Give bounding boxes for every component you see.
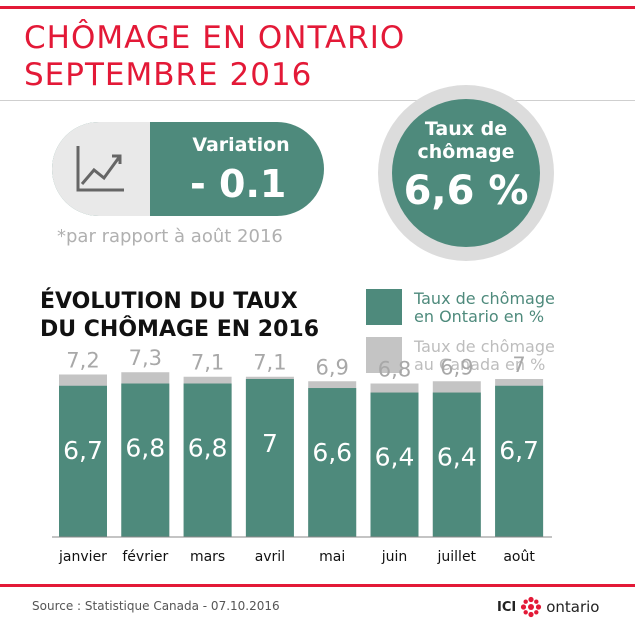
bar-ontario-7: [495, 385, 544, 537]
bar-ontario-2: [183, 383, 232, 537]
category-label-7: août: [503, 549, 535, 565]
legend-label-canada: Taux de chômage au Canada en %: [414, 338, 555, 374]
category-label-3: avril: [255, 549, 285, 565]
rate-label-line2: chômage: [417, 141, 515, 163]
label-canada-2: 7,1: [191, 351, 224, 375]
bottom-accent-line: [0, 584, 635, 587]
legend-label-ontario: Taux de chômage en Ontario en %: [414, 290, 555, 326]
ici-ontario-logo: ICI ontario: [497, 596, 600, 618]
chart-title-line1: ÉVOLUTION DU TAUX: [40, 289, 298, 314]
label-ontario-0: 6,7: [63, 436, 103, 465]
variation-label: Variation: [192, 134, 290, 156]
page-title-line2: SEPTEMBRE 2016: [24, 57, 313, 93]
label-ontario-5: 6,4: [375, 443, 415, 472]
variation-panel: Variation - 0.1 pt: [52, 122, 324, 216]
label-ontario-1: 6,8: [125, 434, 165, 463]
bar-ontario-6: [432, 392, 481, 537]
bar-ontario-5: [370, 392, 419, 537]
page-title-line1: CHÔMAGE EN ONTARIO: [24, 20, 406, 56]
legend-swatch-ontario: [366, 289, 402, 325]
chart-title-line2: DU CHÔMAGE EN 2016: [40, 317, 320, 342]
divider: [0, 100, 635, 101]
label-canada-6: 6,9: [440, 355, 473, 379]
label-canada-3: 7,1: [253, 351, 286, 375]
bar-ontario-1: [121, 383, 170, 537]
label-canada-4: 6,9: [315, 355, 348, 379]
legend-ontario-line1: Taux de chômage: [414, 289, 555, 308]
legend-ontario-line2: en Ontario en %: [414, 307, 545, 326]
label-canada-7: 7: [512, 353, 525, 377]
chart-title: ÉVOLUTION DU TAUX DU CHÔMAGE EN 2016: [40, 288, 319, 344]
label-ontario-2: 6,8: [188, 434, 228, 463]
legend-canada-line2: au Canada en %: [414, 355, 546, 374]
label-ontario-7: 6,7: [499, 436, 539, 465]
category-label-4: mai: [319, 549, 345, 565]
variation-footnote: *par rapport à août 2016: [57, 226, 283, 247]
top-accent-line: [0, 6, 635, 9]
line-chart-icon: [76, 146, 124, 192]
label-canada-5: 6,8: [378, 358, 411, 382]
label-ontario-6: 6,4: [437, 443, 477, 472]
source-text: Source : Statistique Canada - 07.10.2016: [32, 599, 280, 613]
legend-canada-line1: Taux de chômage: [414, 337, 555, 356]
category-label-5: juin: [381, 549, 408, 565]
bar-ontario-0: [59, 385, 107, 537]
logo-ici-text: ICI: [497, 599, 517, 615]
logo-ontario-text: ontario: [546, 598, 600, 616]
category-label-1: février: [122, 549, 168, 565]
variation-value: - 0.1: [190, 162, 287, 206]
category-label-2: mars: [190, 549, 225, 565]
rate-label: Taux de chômage: [392, 118, 540, 164]
label-ontario-3: 7: [262, 429, 278, 458]
rate-value: 6,6 %: [403, 168, 529, 214]
bar-ontario-4: [308, 388, 357, 537]
label-canada-0: 7,2: [66, 348, 99, 372]
rate-label-line1: Taux de: [424, 118, 508, 140]
category-label-6: juillet: [437, 549, 477, 565]
legend-swatch-canada: [366, 337, 402, 373]
variation-icon-area: [52, 122, 150, 216]
cbc-gem-icon: [521, 596, 542, 618]
variation-unit: pt: [320, 180, 324, 199]
label-canada-1: 7,3: [129, 346, 162, 370]
rate-circle: [392, 99, 540, 247]
category-label-0: janvier: [58, 549, 107, 565]
label-ontario-4: 6,6: [312, 438, 352, 467]
bar-ontario-3: [245, 379, 294, 537]
